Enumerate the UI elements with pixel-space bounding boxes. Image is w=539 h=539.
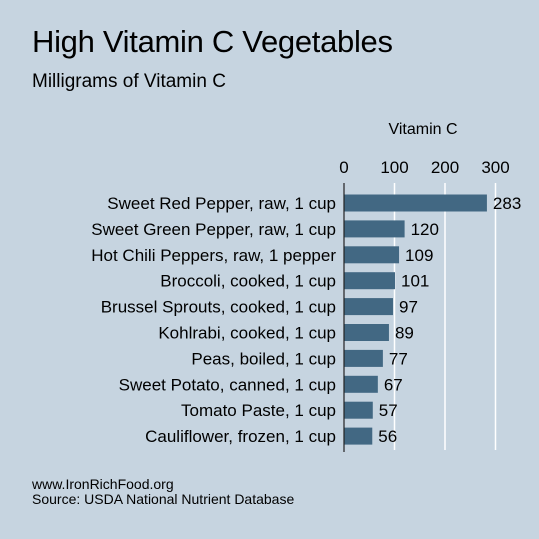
bar	[344, 349, 383, 367]
data-label: 57	[379, 401, 398, 420]
bar	[344, 298, 393, 316]
bar	[344, 246, 400, 264]
bar	[344, 401, 373, 419]
bars	[344, 194, 487, 445]
category-label: Tomato Paste, 1 cup	[181, 401, 336, 420]
x-tick-label: 300	[481, 158, 509, 177]
footer-url: www.IronRichFood.org	[32, 476, 174, 492]
category-label: Kohlrabi, cooked, 1 cup	[158, 324, 336, 343]
category-label: Broccoli, cooked, 1 cup	[160, 272, 336, 291]
bar	[344, 220, 405, 238]
data-label: 101	[401, 272, 429, 291]
footer-source: Source: USDA National Nutrient Database	[32, 491, 295, 507]
data-label: 77	[389, 349, 408, 368]
bar	[344, 324, 389, 341]
data-label: 120	[411, 220, 439, 239]
data-label: 67	[384, 375, 403, 394]
bar	[344, 272, 396, 290]
data-label: 97	[399, 298, 418, 317]
bar	[344, 427, 373, 445]
x-tick-label: 100	[380, 158, 408, 177]
data-label: 56	[378, 427, 397, 446]
bar	[344, 194, 487, 212]
x-axis-title: Vitamin C	[388, 121, 457, 138]
category-label: Sweet Red Pepper, raw, 1 cup	[107, 194, 336, 213]
category-label: Sweet Green Pepper, raw, 1 cup	[91, 220, 336, 239]
chart-title: High Vitamin C Vegetables	[32, 24, 393, 59]
chart-subtitle: Milligrams of Vitamin C	[32, 71, 226, 92]
data-label: 109	[405, 246, 433, 265]
labels: Sweet Red Pepper, raw, 1 cup 283 Sweet Gre…	[91, 194, 521, 446]
category-label: Sweet Potato, canned, 1 cup	[119, 375, 336, 394]
data-label: 283	[493, 194, 521, 213]
category-label: Cauliflower, frozen, 1 cup	[145, 427, 336, 446]
data-label: 89	[395, 324, 414, 343]
category-label: Peas, boiled, 1 cup	[191, 349, 336, 368]
x-tick-label: 0	[339, 158, 348, 177]
category-label: Brussel Sprouts, cooked, 1 cup	[101, 298, 336, 317]
category-label: Hot Chili Peppers, raw, 1 pepper	[91, 246, 336, 265]
axes: Vitamin C 0 100 200 300	[339, 121, 510, 452]
bar	[344, 375, 378, 393]
x-tick-label: 200	[431, 158, 459, 177]
